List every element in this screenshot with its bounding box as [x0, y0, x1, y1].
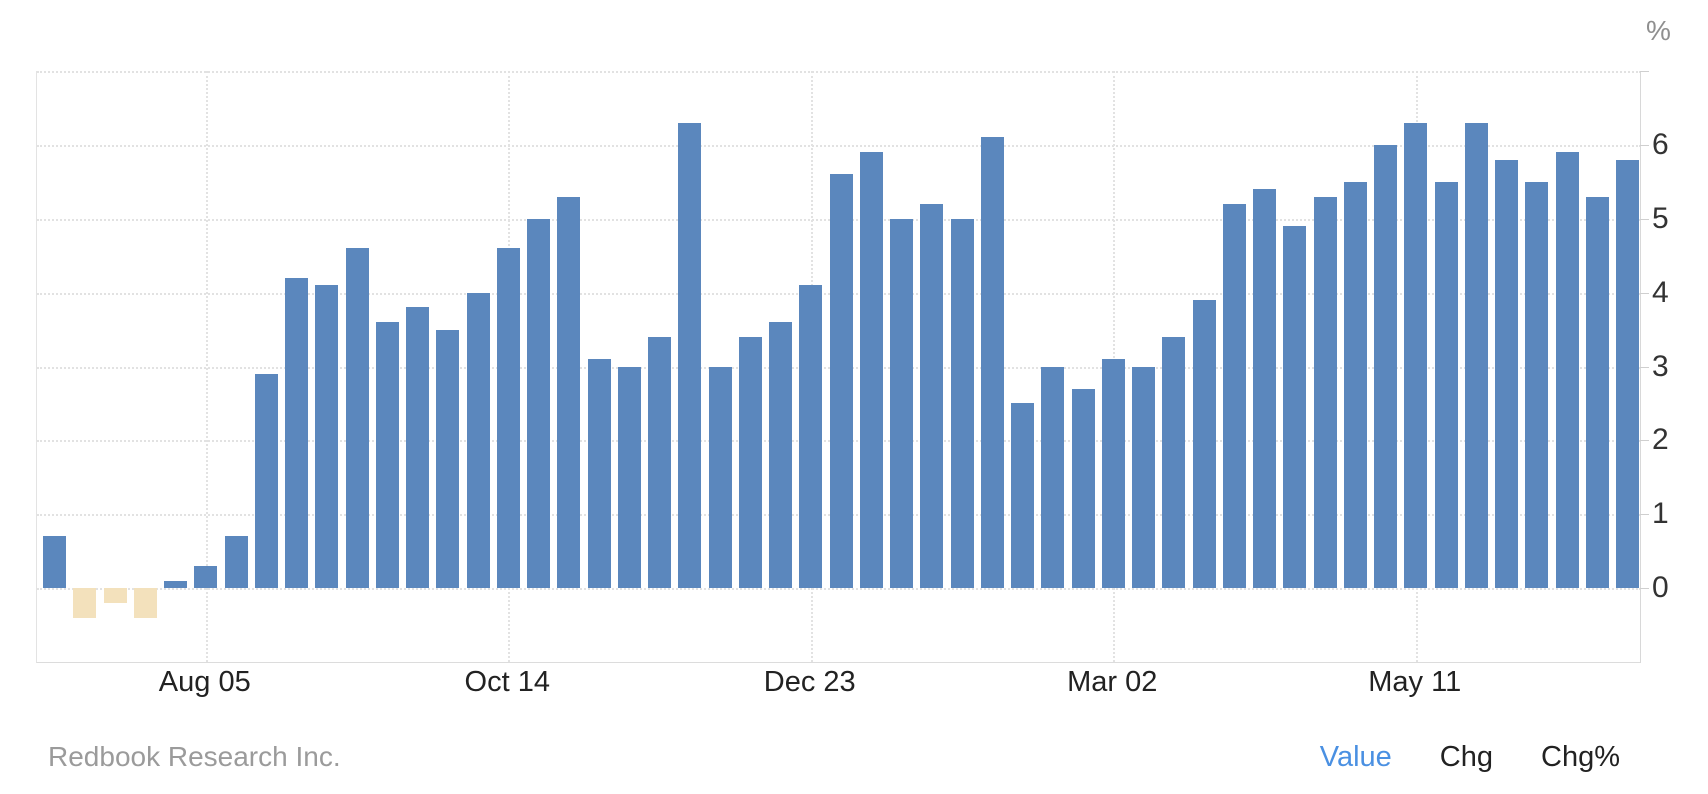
bar-46 — [1404, 122, 1428, 589]
bar-15 — [466, 292, 490, 589]
bar-39 — [1192, 300, 1216, 589]
y-tick-label-5: 5 — [1652, 201, 1669, 235]
bar-24 — [738, 336, 762, 589]
bar-14 — [436, 329, 460, 589]
bar-18 — [557, 196, 581, 589]
y-tick-mark-1 — [1640, 514, 1649, 516]
bar-52 — [1585, 196, 1609, 589]
bar-22 — [678, 122, 702, 589]
bar-4 — [133, 588, 157, 618]
bar-27 — [829, 174, 853, 589]
x-tick-label-may-11: May 11 — [1368, 666, 1462, 698]
bar-36 — [1101, 359, 1125, 589]
bar-44 — [1343, 181, 1367, 589]
bar-17 — [527, 218, 550, 589]
bar-5 — [164, 580, 187, 589]
bar-7 — [224, 536, 248, 589]
plot-area — [36, 71, 1641, 663]
bar-16 — [496, 248, 520, 589]
bar-42 — [1283, 226, 1307, 589]
bar-49 — [1495, 159, 1518, 589]
bar-1 — [43, 536, 66, 589]
x-tick-label-oct-14: Oct 14 — [464, 666, 550, 698]
y-tick-label-0: 0 — [1652, 571, 1669, 605]
y-tick-mark-4 — [1640, 292, 1649, 294]
y-tick-label-1: 1 — [1652, 497, 1669, 531]
horizontal-gridline-6 — [37, 144, 1641, 147]
bar-32 — [980, 137, 1004, 589]
bar-53 — [1616, 159, 1639, 589]
bar-40 — [1222, 203, 1246, 589]
y-tick-label-4: 4 — [1652, 275, 1669, 309]
bar-9 — [285, 277, 308, 589]
bar-37 — [1132, 366, 1155, 589]
bar-21 — [648, 336, 671, 589]
bar-45 — [1374, 144, 1397, 589]
bar-23 — [708, 366, 732, 589]
bar-3 — [103, 588, 127, 603]
bar-29 — [890, 218, 913, 589]
y-tick-mark-0 — [1640, 588, 1649, 590]
source-attribution: Redbook Research Inc. — [48, 741, 341, 772]
vertical-gridline-aug-05 — [205, 71, 208, 662]
bar-25 — [769, 322, 792, 589]
bar-34 — [1041, 366, 1065, 589]
y-tick-mark-5 — [1640, 218, 1649, 220]
bar-2 — [73, 588, 97, 618]
bar-26 — [799, 285, 823, 589]
y-tick-label-2: 2 — [1652, 423, 1669, 457]
y-tick-label-6: 6 — [1652, 127, 1669, 161]
tab-chg[interactable]: Chg — [1439, 741, 1493, 773]
bar-33 — [1011, 403, 1034, 589]
horizontal-gridline-0 — [37, 588, 1641, 591]
bar-19 — [587, 359, 611, 589]
y-tick-mark-6 — [1640, 144, 1649, 146]
y-axis-top-tick — [1640, 71, 1649, 72]
y-axis-unit-label: % — [1646, 15, 1671, 46]
bar-12 — [375, 322, 399, 589]
bar-11 — [345, 248, 369, 589]
bar-51 — [1555, 152, 1579, 589]
bar-30 — [920, 203, 944, 589]
bar-13 — [406, 307, 429, 589]
bar-8 — [254, 373, 278, 589]
bar-35 — [1071, 388, 1095, 589]
bar-48 — [1464, 122, 1488, 589]
x-tick-label-aug-05: Aug 05 — [158, 666, 251, 698]
bar-10 — [315, 285, 339, 589]
y-tick-label-3: 3 — [1652, 349, 1669, 383]
x-tick-label-dec-23: Dec 23 — [763, 666, 856, 698]
y-tick-mark-3 — [1640, 366, 1649, 368]
y-tick-mark-2 — [1640, 440, 1649, 442]
series-mode-tabs: Value Chg Chg% — [1320, 740, 1620, 774]
bar-50 — [1525, 181, 1549, 589]
bar-43 — [1313, 196, 1337, 589]
bar-47 — [1434, 181, 1458, 589]
bar-6 — [194, 565, 218, 589]
horizontal-gridline-7 — [37, 71, 1641, 73]
x-tick-label-mar-02: Mar 02 — [1067, 666, 1158, 698]
tab-value[interactable]: Value — [1319, 741, 1392, 773]
bar-31 — [950, 218, 974, 589]
bar-28 — [859, 152, 883, 589]
bar-20 — [617, 366, 641, 589]
bar-41 — [1253, 189, 1276, 589]
bar-38 — [1162, 336, 1186, 589]
tab-chg-pct[interactable]: Chg% — [1541, 741, 1620, 773]
